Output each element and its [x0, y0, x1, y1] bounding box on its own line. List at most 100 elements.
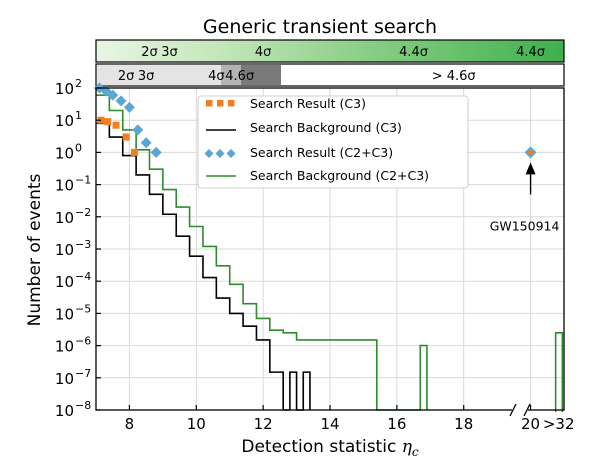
y-tick-label-exponent: −8 [75, 399, 91, 412]
y-tick-label: 10 [55, 177, 74, 195]
marker-square-c3 [130, 148, 138, 156]
x-tick-label: 8 [125, 415, 135, 433]
y-tick-label-exponent: −7 [75, 367, 91, 380]
y-tick-label: 10 [55, 305, 74, 323]
chart-title: Generic transient search [203, 16, 437, 38]
y-tick-label: 10 [55, 144, 74, 162]
y-tick-label: 10 [55, 80, 74, 98]
y-tick-label: 10 [55, 241, 74, 259]
y-tick-label-base: 10 [55, 209, 74, 227]
y-tick-label-base: 10 [55, 144, 74, 162]
y-tick-label-base: 10 [55, 112, 74, 130]
y-tick-label: 10 [55, 209, 74, 227]
band-c3-light [97, 65, 221, 85]
band-c3-dark [241, 65, 281, 85]
annotation-arrowhead [525, 162, 536, 175]
band-c3-label: 3σ [138, 69, 155, 84]
band-c3-label: 2σ [118, 69, 135, 84]
marker-diamond-c2c3 [107, 89, 119, 101]
y-tick-label: 10 [55, 338, 74, 356]
legend-square-marker [228, 100, 235, 107]
legend-diamond-marker [215, 149, 225, 158]
y-tick-label-exponent: −2 [75, 206, 91, 219]
y-tick-label: 10 [55, 402, 74, 420]
y-tick-label-exponent: −4 [75, 270, 91, 283]
legend-label: Search Background (C2+C3) [250, 168, 429, 183]
x-axis-symbol: η [402, 437, 413, 457]
y-tick-label-exponent: 2 [75, 77, 82, 90]
band-c2c3-label: 4.4σ [516, 45, 545, 60]
marker-diamond-c2c3 [115, 95, 127, 107]
x-axis-subscript: c [412, 445, 419, 459]
x-tick-label: 12 [254, 415, 273, 433]
legend-label: Search Result (C3) [250, 96, 366, 111]
band-c2c3-label: 2σ [141, 45, 158, 60]
legend-box [197, 95, 469, 189]
legend: Search Result (C3) Search Background (C3… [197, 95, 469, 189]
marker-square-c3 [97, 116, 105, 124]
y-tick-label-base: 10 [55, 241, 74, 259]
y-tick-label-base: 10 [55, 402, 74, 420]
y-tick-label-exponent: −6 [75, 335, 91, 348]
legend-item-c3-result: Search Result (C3) [206, 96, 366, 111]
y-tick-label: 10 [55, 273, 74, 291]
legend-diamond-marker [226, 149, 236, 158]
band-c2c3-fill [96, 40, 564, 62]
y-axis-label: Number of events [25, 173, 45, 326]
legend-item-c2c3-background: Search Background (C2+C3) [206, 168, 429, 183]
band-c3: 2σ 3σ 4σ 4.6σ > 4.6σ [95, 63, 565, 87]
axis-break-gap [512, 404, 528, 416]
marker-square-c3 [104, 118, 112, 126]
axis-break-slash-left [509, 403, 517, 417]
x-tick-label: 16 [387, 415, 406, 433]
series-line-c3-background [96, 122, 311, 411]
y-tick-label-base: 10 [55, 370, 74, 388]
y-tick-label-exponent: −5 [75, 302, 91, 315]
band-c2c3: 2σ 3σ 4σ 4.4σ 4.4σ [95, 39, 565, 63]
marker-diamond-c2c3 [150, 146, 162, 158]
y-tick-label-exponent: 0 [75, 141, 82, 154]
y-tick-label: 10 [55, 370, 74, 388]
y-tick-label-exponent: −3 [75, 238, 91, 251]
x-axis-label: Detection statistic ηc [241, 437, 419, 459]
legend-label: Search Result (C2+C3) [250, 145, 393, 160]
band-c2c3-label: 4.4σ [399, 45, 428, 60]
marker-square-c3 [122, 133, 130, 141]
marker-diamond-c2c3 [140, 137, 152, 149]
annotation-label: GW150914 [490, 218, 560, 233]
x-tick-label: 20 [521, 415, 540, 433]
x-axis-label-text: Detection statistic [241, 437, 396, 457]
y-tick-label-base: 10 [55, 177, 74, 195]
band-c3-label: 4.6σ [225, 69, 254, 84]
series-line-c2c3-background [96, 94, 428, 411]
marker-diamond-c2c3 [123, 101, 135, 113]
x-tick-label-extra: >32 [543, 415, 575, 433]
legend-square-marker [217, 100, 224, 107]
marker-square-c3 [112, 121, 120, 129]
marker-gw150914-inner [527, 148, 535, 156]
y-tick-label-base: 10 [55, 80, 74, 98]
legend-label: Search Background (C3) [250, 120, 402, 135]
legend-item-c2c3-result: Search Result (C2+C3) [204, 145, 393, 160]
y-tick-label-base: 10 [55, 338, 74, 356]
legend-square-marker [206, 100, 213, 107]
y-tick-label-exponent: 1 [75, 109, 82, 122]
annotation-gw150914: GW150914 [490, 162, 560, 233]
series-line-c2c3-background-extra-bin [554, 331, 564, 412]
axis-break-slash-right [523, 403, 531, 417]
band-c2c3-frame [95, 39, 565, 63]
legend-diamond-marker [204, 149, 214, 158]
y-tick-label-base: 10 [55, 273, 74, 291]
y-tick-label-exponent: −1 [75, 174, 91, 187]
axis-break [509, 403, 531, 417]
y-tick-label-base: 10 [55, 305, 74, 323]
x-tick-label: 14 [320, 415, 339, 433]
x-tick-label: 18 [454, 415, 473, 433]
y-tick-label: 10 [55, 112, 74, 130]
legend-item-c3-background: Search Background (C3) [206, 120, 402, 135]
x-tick-label: 10 [187, 415, 206, 433]
band-c2c3-label: 4σ [255, 45, 272, 60]
band-c3-label: 4σ [208, 69, 225, 84]
